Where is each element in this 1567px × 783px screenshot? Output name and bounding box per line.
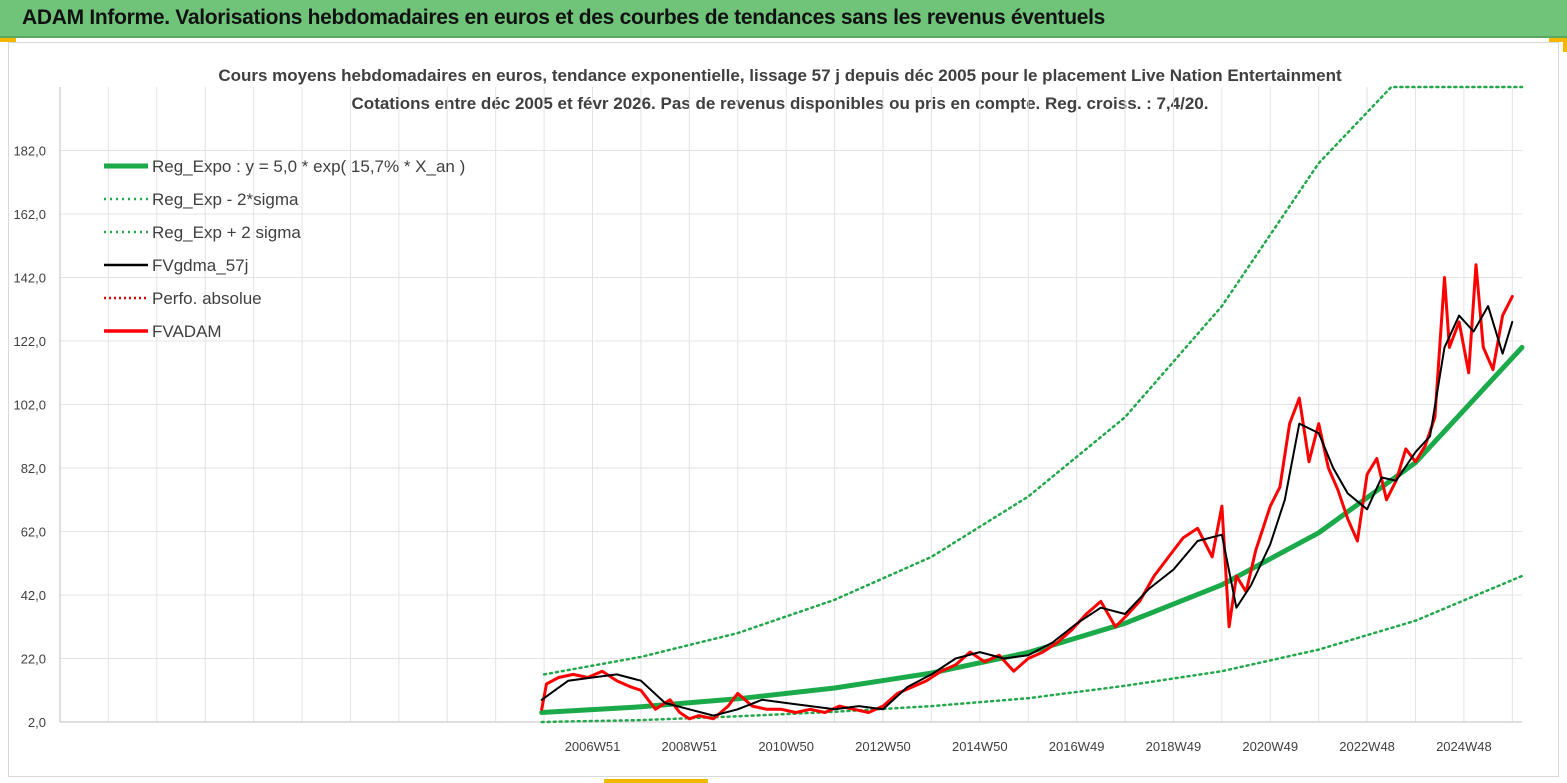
legend-label-reg-expo: Reg_Expo : y = 5,0 * exp( 15,7% * X_an ) (152, 157, 465, 176)
y-tick-label: 62,0 (21, 525, 46, 540)
series-group (539, 85, 1525, 724)
legend-label-fvgdma-57j: FVgdma_57j (152, 256, 248, 275)
x-tick-label: 2010W50 (758, 739, 814, 754)
y-tick-label: 2,0 (28, 715, 46, 730)
legend-label-reg-exp-plus-2sigma: Reg_Exp + 2 sigma (152, 223, 301, 242)
x-tick-label: 2020W49 (1242, 739, 1298, 754)
corner-accent-top-left (0, 38, 16, 42)
x-tick-label: 2012W50 (855, 739, 911, 754)
y-tick-label: 82,0 (21, 461, 46, 476)
header-banner: ADAM Informe. Valorisations hebdomadaire… (0, 0, 1567, 38)
y-tick-label: 162,0 (13, 207, 46, 222)
legend-label-fvadam: FVADAM (152, 322, 222, 341)
y-tick-label: 182,0 (13, 144, 46, 159)
x-tick-label: 2024W48 (1436, 739, 1492, 754)
legend-label-perfo-absolue: Perfo. absolue (152, 289, 262, 308)
series-line-fvadam (540, 263, 1514, 721)
gridlines (60, 87, 1522, 723)
corner-accent-top-right (1549, 38, 1567, 42)
x-tick-label: 2008W51 (662, 739, 718, 754)
y-tick-label: 42,0 (21, 588, 46, 603)
series-line-fvgdma-57j (540, 305, 1514, 717)
corner-accent-right-side (1563, 38, 1567, 52)
y-tick-label: 22,0 (21, 652, 46, 667)
legend-label-reg-exp-minus-2sigma: Reg_Exp - 2*sigma (152, 190, 299, 209)
x-tick-label: 2006W51 (565, 739, 621, 754)
report-title: ADAM Informe. Valorisations hebdomadaire… (22, 6, 1106, 29)
series-line-reg-expo (539, 344, 1525, 715)
x-tick-label: 2018W49 (1146, 739, 1202, 754)
legend: Reg_Expo : y = 5,0 * exp( 15,7% * X_an )… (104, 157, 465, 341)
y-tick-label: 122,0 (13, 334, 46, 349)
y-tick-label: 102,0 (13, 398, 46, 413)
x-tick-label: 2022W48 (1339, 739, 1395, 754)
series-line-reg-exp-plus-2sigma (542, 85, 1524, 676)
chart-frame (8, 42, 1559, 777)
x-tick-label: 2016W49 (1049, 739, 1105, 754)
axes: 2,0 22,0 42,0 62,0 82,0 102,0 122,0 142,0 162,0 1… (13, 87, 1522, 754)
corner-accent-bottom (604, 779, 708, 783)
x-tick-label: 2014W50 (952, 739, 1008, 754)
chart-subtitle: Cotations entre déc 2005 et févr 2026. P… (352, 94, 1209, 113)
y-tick-label: 142,0 (13, 271, 46, 286)
chart-title: Cours moyens hebdomadaires en euros, ten… (218, 66, 1342, 85)
